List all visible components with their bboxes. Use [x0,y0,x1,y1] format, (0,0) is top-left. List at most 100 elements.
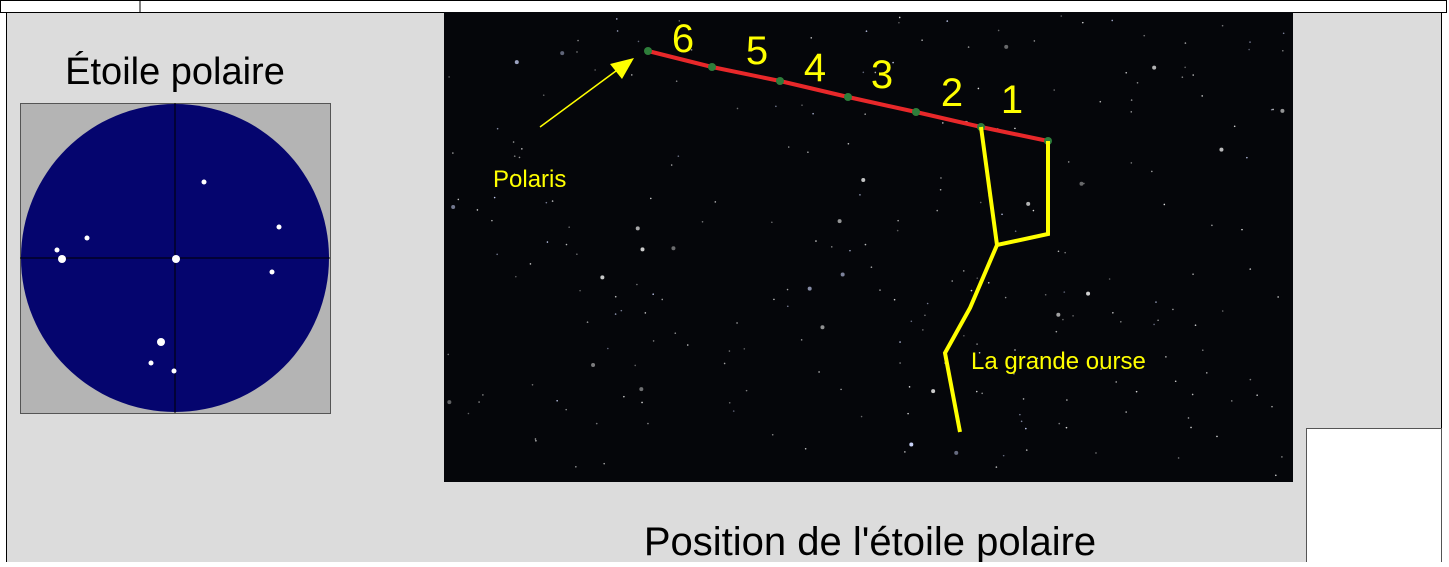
star [577,40,579,42]
star [1249,268,1251,270]
star [831,246,833,248]
star [922,329,924,331]
star [617,30,619,32]
star [1165,356,1167,358]
star [1192,394,1194,396]
star [1202,349,1204,351]
star [1099,101,1101,103]
star [496,254,498,256]
star [1182,76,1184,78]
star [478,401,480,403]
star [1246,157,1248,159]
star [641,402,643,404]
star [861,416,863,418]
star [840,389,842,391]
star [746,390,748,392]
star [546,202,548,204]
star [865,244,867,246]
star [1277,296,1279,298]
star [653,340,655,342]
star [1066,427,1068,429]
star [1131,99,1133,101]
star [1137,82,1139,84]
star [715,201,717,203]
star [1095,452,1097,454]
star [1130,111,1132,113]
star [636,226,640,230]
star [547,241,549,243]
star [897,220,899,222]
star [1026,202,1030,206]
page: Étoile polaire Polaris 654321 La grande … [0,0,1449,562]
star [1281,456,1283,458]
star [1192,74,1194,76]
star [1164,204,1166,206]
star [482,394,484,396]
star [1249,41,1251,43]
star [940,189,942,191]
star [636,284,638,286]
star [951,280,953,282]
star [1014,128,1016,130]
star [603,463,605,465]
star [729,402,731,404]
star [1064,252,1066,254]
star [909,386,911,388]
star [678,155,680,157]
star [1157,319,1159,321]
star [904,451,906,453]
star [491,220,493,222]
star [1201,95,1203,97]
star [864,113,866,115]
star [838,219,842,223]
star [818,371,820,373]
star [687,344,689,346]
star [1066,399,1068,401]
star [1282,50,1284,52]
star [615,313,617,315]
star [1190,427,1192,429]
star [899,17,901,19]
polaris-label: Polaris [493,166,566,193]
star [942,122,944,124]
star [1256,394,1258,396]
star [640,247,644,251]
star [980,202,982,204]
star [448,76,450,78]
star [702,221,704,223]
star [963,270,965,272]
star [621,310,623,312]
star [771,221,773,223]
star [801,104,803,106]
star [859,194,861,196]
star [861,178,865,182]
star [968,46,970,48]
caption: Position de l'étoile polaire [644,520,1096,562]
star [899,362,901,364]
star [1021,421,1023,423]
star [596,423,598,425]
star [1004,45,1008,49]
star [924,314,926,316]
star [801,339,803,341]
star [674,332,676,334]
star [1120,321,1122,323]
star [898,22,900,24]
star [1003,455,1005,457]
left-title: Étoile polaire [65,50,285,93]
star [535,438,537,440]
star [976,277,978,279]
star [1080,182,1084,186]
star [579,290,581,292]
star [1086,292,1090,296]
star [1125,72,1127,74]
star [458,199,460,201]
star [530,263,532,265]
star [1188,417,1190,419]
star [981,393,983,395]
star [631,74,633,76]
star [978,88,980,90]
constellation-label: La grande ourse [971,348,1146,375]
star [1019,414,1021,416]
step-label: 5 [746,29,768,73]
